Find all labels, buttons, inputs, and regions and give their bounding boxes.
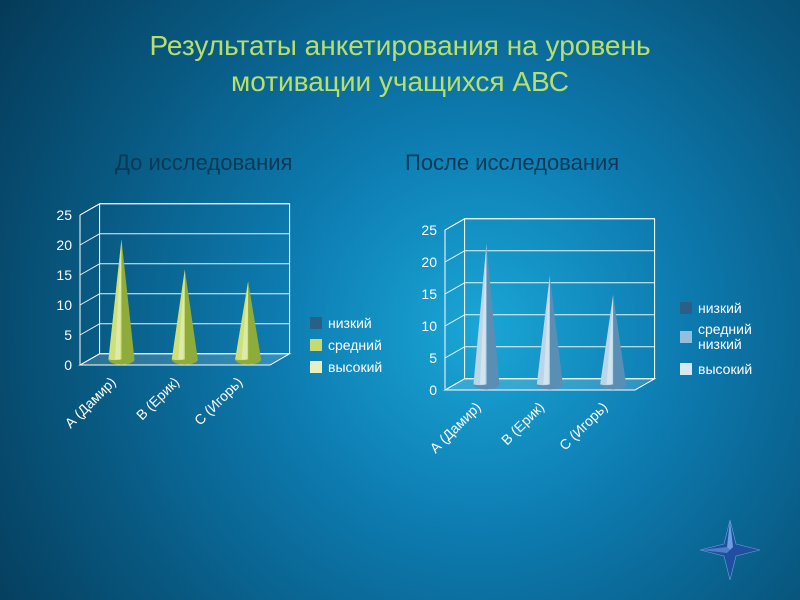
legend-label: высокий xyxy=(698,361,752,377)
svg-text:С (Игорь): С (Игорь) xyxy=(556,399,610,453)
svg-text:5: 5 xyxy=(429,350,437,366)
title-line2: мотивации учащихся АВС xyxy=(231,66,569,97)
svg-text:5: 5 xyxy=(64,327,72,343)
right-legend: низкий среднийнизкий высокий xyxy=(680,300,752,383)
nav-star-icon[interactable] xyxy=(700,520,760,580)
legend-label: низкий xyxy=(328,315,372,331)
legend-swatch xyxy=(680,331,692,343)
svg-text:25: 25 xyxy=(56,207,72,223)
legend-swatch xyxy=(680,302,692,314)
legend-swatch xyxy=(310,339,322,351)
svg-text:15: 15 xyxy=(56,267,72,283)
svg-text:15: 15 xyxy=(421,286,437,302)
svg-text:10: 10 xyxy=(421,318,437,334)
left-legend-item-2: высокий xyxy=(310,359,382,375)
legend-swatch xyxy=(680,363,692,375)
right-legend-item-1: среднийнизкий xyxy=(680,322,752,353)
svg-text:20: 20 xyxy=(56,237,72,253)
title-line1: Результаты анкетирования на уровень xyxy=(149,30,650,61)
right-section-label: После исследования xyxy=(405,150,619,176)
right-legend-item-0: низкий xyxy=(680,300,752,316)
svg-text:0: 0 xyxy=(64,357,72,373)
svg-text:В (Ерик): В (Ерик) xyxy=(133,374,182,423)
left-legend-item-0: низкий xyxy=(310,315,382,331)
legend-swatch xyxy=(310,317,322,329)
legend-swatch xyxy=(310,361,322,373)
svg-text:А (Дамир): А (Дамир) xyxy=(61,374,118,431)
svg-text:25: 25 xyxy=(421,222,437,238)
svg-text:В (Ерик): В (Ерик) xyxy=(498,399,547,448)
left-section-label: До исследования xyxy=(115,150,292,176)
legend-label: среднийнизкий xyxy=(698,322,752,353)
legend-label: высокий xyxy=(328,359,382,375)
svg-text:10: 10 xyxy=(56,297,72,313)
left-legend-item-1: средний xyxy=(310,337,382,353)
slide-title: Результаты анкетирования на уровень моти… xyxy=(0,28,800,101)
right-legend-item-2: высокий xyxy=(680,361,752,377)
svg-text:А (Дамир): А (Дамир) xyxy=(426,399,483,456)
legend-label: низкий xyxy=(698,300,742,316)
legend-label: средний xyxy=(328,337,382,353)
slide-root: Результаты анкетирования на уровень моти… xyxy=(0,0,800,600)
svg-text:С (Игорь): С (Игорь) xyxy=(191,374,245,428)
left-legend: низкий средний высокий xyxy=(310,315,382,381)
svg-text:0: 0 xyxy=(429,382,437,398)
svg-text:20: 20 xyxy=(421,254,437,270)
